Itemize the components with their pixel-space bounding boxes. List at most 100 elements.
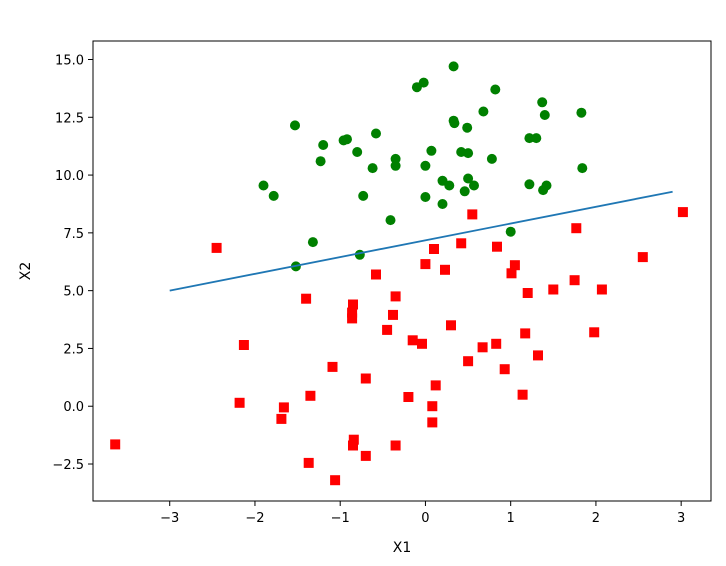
square-point-37 bbox=[430, 380, 441, 391]
square-point-22 bbox=[388, 309, 398, 320]
circle-point-26 bbox=[390, 160, 401, 171]
x-tick-label-2: −1 bbox=[331, 511, 350, 526]
x-tick-label-0: −3 bbox=[160, 511, 179, 526]
square-point-9 bbox=[509, 260, 520, 271]
square-point-47 bbox=[348, 440, 358, 451]
circle-point-27 bbox=[420, 160, 431, 171]
circle-point-19 bbox=[426, 145, 437, 156]
circle-point-22 bbox=[390, 153, 401, 164]
square-point-8 bbox=[420, 259, 431, 270]
square-point-19 bbox=[348, 299, 358, 310]
square-point-39 bbox=[403, 392, 414, 402]
y-tick-label-7: 15.0 bbox=[55, 53, 84, 68]
square-point-48 bbox=[390, 440, 401, 451]
y-axis-ticks: −2.5 0.0 2.5 5.0 7.5 10.0 12.5 15.0 bbox=[52, 53, 93, 473]
circle-point-39 bbox=[358, 190, 369, 201]
circle-point-0 bbox=[448, 61, 459, 72]
square-point-52 bbox=[330, 475, 341, 486]
circle-point-18 bbox=[352, 147, 363, 157]
x-tick-label-3: 0 bbox=[421, 511, 429, 526]
circle-point-37 bbox=[258, 180, 269, 191]
marks-layer bbox=[110, 61, 688, 486]
y-tick-label-4: 7.5 bbox=[63, 227, 84, 242]
circle-point-11 bbox=[290, 120, 300, 131]
square-point-0 bbox=[467, 209, 478, 220]
circle-point-4 bbox=[537, 97, 548, 108]
y-tick-label-6: 12.5 bbox=[55, 111, 84, 126]
square-point-3 bbox=[456, 238, 467, 249]
circle-point-24 bbox=[486, 153, 497, 164]
square-point-18 bbox=[301, 293, 312, 304]
circle-point-16 bbox=[531, 133, 542, 144]
circle-point-23 bbox=[315, 156, 326, 167]
square-point-46 bbox=[348, 434, 359, 445]
x-tick-label-5: 2 bbox=[592, 511, 600, 526]
circle-point-17 bbox=[318, 140, 329, 150]
square-point-7 bbox=[637, 252, 648, 263]
square-point-4 bbox=[492, 241, 502, 252]
square-point-50 bbox=[360, 450, 371, 461]
circle-point-21 bbox=[463, 148, 474, 159]
square-point-32 bbox=[533, 350, 543, 361]
circle-point-13 bbox=[342, 134, 352, 145]
circle-point-15 bbox=[524, 133, 535, 144]
circle-point-41 bbox=[437, 199, 448, 209]
circle-point-30 bbox=[463, 173, 474, 184]
square-point-49 bbox=[110, 439, 121, 450]
square-point-38 bbox=[305, 390, 316, 401]
circle-point-9 bbox=[449, 118, 460, 129]
circle-point-43 bbox=[505, 226, 516, 237]
circle-point-42 bbox=[385, 215, 396, 226]
circle-point-7 bbox=[539, 110, 550, 120]
circle-point-32 bbox=[469, 180, 479, 191]
circle-point-28 bbox=[577, 163, 588, 174]
square-point-42 bbox=[278, 402, 289, 413]
y-tick-label-1: 0.0 bbox=[63, 400, 84, 415]
square-point-11 bbox=[506, 268, 517, 279]
y-tick-label-5: 10.0 bbox=[55, 169, 84, 184]
square-point-26 bbox=[520, 328, 531, 339]
circle-point-5 bbox=[478, 106, 489, 117]
circle-point-40 bbox=[420, 192, 431, 202]
circle-point-10 bbox=[462, 122, 473, 133]
square-point-51 bbox=[303, 457, 314, 468]
y-axis-label: X2 bbox=[18, 262, 34, 281]
square-point-34 bbox=[327, 361, 338, 372]
x-tick-label-6: 3 bbox=[677, 511, 685, 526]
square-point-31 bbox=[477, 342, 488, 353]
circle-point-25 bbox=[367, 163, 378, 174]
square-point-45 bbox=[427, 417, 438, 428]
square-point-14 bbox=[596, 284, 607, 295]
square-point-27 bbox=[407, 335, 418, 346]
square-point-41 bbox=[234, 397, 245, 408]
axes-frame bbox=[92, 40, 712, 502]
square-point-16 bbox=[522, 288, 533, 298]
square-point-17 bbox=[390, 291, 401, 302]
square-point-10 bbox=[440, 264, 450, 275]
square-point-33 bbox=[463, 356, 474, 367]
square-point-25 bbox=[589, 327, 600, 338]
square-point-30 bbox=[238, 340, 249, 350]
circle-point-38 bbox=[268, 190, 279, 201]
square-point-24 bbox=[382, 324, 393, 335]
circle-point-2 bbox=[418, 77, 429, 88]
square-point-13 bbox=[569, 275, 580, 286]
square-point-2 bbox=[571, 223, 582, 234]
circle-point-35 bbox=[538, 185, 549, 196]
x-axis-label: X1 bbox=[393, 540, 412, 556]
circle-point-44 bbox=[307, 237, 318, 248]
square-point-44 bbox=[276, 413, 287, 424]
square-point-28 bbox=[417, 338, 427, 349]
circle-point-6 bbox=[576, 107, 587, 118]
square-point-23 bbox=[446, 320, 456, 331]
x-tick-label-1: −2 bbox=[245, 511, 264, 526]
circle-point-33 bbox=[524, 179, 535, 190]
square-point-21 bbox=[347, 313, 358, 324]
square-point-15 bbox=[548, 284, 559, 295]
square-point-5 bbox=[211, 242, 222, 253]
square-point-6 bbox=[429, 244, 439, 254]
square-point-20 bbox=[347, 307, 358, 318]
square-point-35 bbox=[499, 364, 510, 375]
square-point-12 bbox=[371, 269, 381, 280]
